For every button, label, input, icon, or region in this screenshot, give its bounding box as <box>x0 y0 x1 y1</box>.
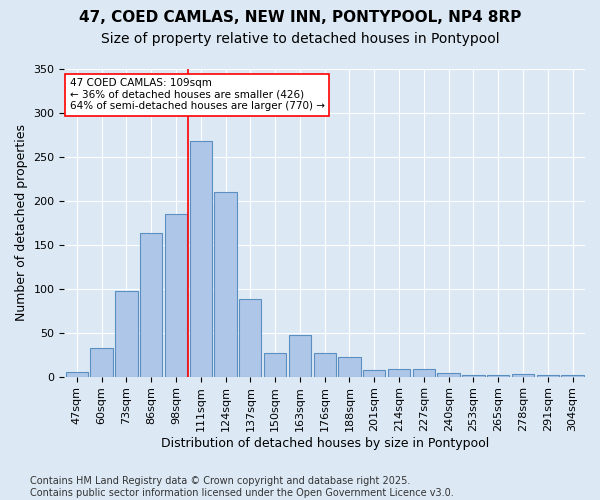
Bar <box>289 336 311 376</box>
Y-axis label: Number of detached properties: Number of detached properties <box>15 124 28 322</box>
Bar <box>338 358 361 376</box>
Text: 47 COED CAMLAS: 109sqm
← 36% of detached houses are smaller (426)
64% of semi-de: 47 COED CAMLAS: 109sqm ← 36% of detached… <box>70 78 325 112</box>
Bar <box>487 375 509 376</box>
Bar <box>388 368 410 376</box>
Bar <box>462 375 485 376</box>
Bar <box>512 374 534 376</box>
Text: Contains HM Land Registry data © Crown copyright and database right 2025.
Contai: Contains HM Land Registry data © Crown c… <box>30 476 454 498</box>
Bar <box>115 292 137 376</box>
Bar <box>536 375 559 376</box>
Bar <box>91 348 113 376</box>
Bar <box>190 141 212 376</box>
Text: Size of property relative to detached houses in Pontypool: Size of property relative to detached ho… <box>101 32 499 46</box>
Bar <box>65 372 88 376</box>
Bar <box>239 300 262 376</box>
Bar <box>413 368 435 376</box>
Bar <box>562 375 584 376</box>
Bar <box>214 192 236 376</box>
Bar <box>264 353 286 376</box>
Bar <box>314 353 336 376</box>
Bar <box>140 234 163 376</box>
X-axis label: Distribution of detached houses by size in Pontypool: Distribution of detached houses by size … <box>161 437 489 450</box>
Bar <box>165 214 187 376</box>
Bar <box>363 370 385 376</box>
Bar <box>437 373 460 376</box>
Text: 47, COED CAMLAS, NEW INN, PONTYPOOL, NP4 8RP: 47, COED CAMLAS, NEW INN, PONTYPOOL, NP4… <box>79 10 521 25</box>
